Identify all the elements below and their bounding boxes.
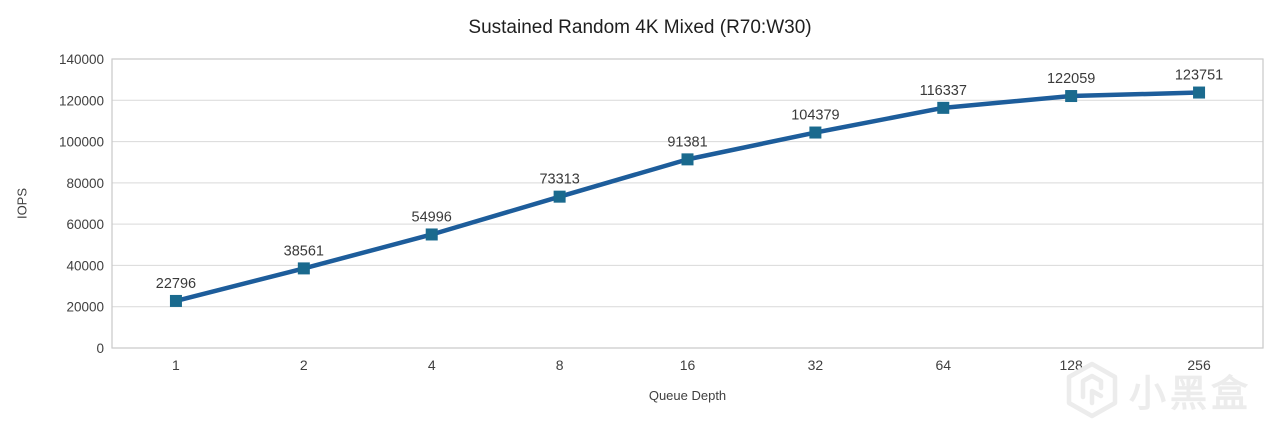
series-line bbox=[173, 90, 1202, 304]
x-tick-label: 1 bbox=[172, 357, 180, 373]
y-tick-label: 40000 bbox=[66, 258, 104, 273]
data-label: 38561 bbox=[284, 243, 324, 259]
data-point-marker bbox=[681, 153, 694, 166]
y-tick-label: 140000 bbox=[59, 52, 104, 67]
data-label: 22796 bbox=[156, 276, 196, 292]
data-point-marker bbox=[1065, 90, 1078, 103]
chart-title: Sustained Random 4K Mixed (R70:W30) bbox=[468, 17, 812, 38]
data-label: 116337 bbox=[920, 83, 967, 99]
data-point-marker bbox=[425, 228, 438, 241]
data-label: 73313 bbox=[539, 172, 579, 188]
y-tick-label: 0 bbox=[96, 341, 104, 356]
data-label: 122059 bbox=[1047, 71, 1095, 87]
data-point-marker bbox=[553, 190, 566, 203]
data-label: 91381 bbox=[667, 134, 707, 150]
x-tick-label: 4 bbox=[428, 357, 436, 373]
data-label: 123751 bbox=[1175, 68, 1223, 84]
plot-border bbox=[111, 58, 1264, 349]
x-tick-label: 256 bbox=[1187, 357, 1211, 373]
data-point-marker bbox=[297, 262, 310, 275]
data-label: 54996 bbox=[412, 209, 452, 225]
data-point-marker bbox=[1193, 86, 1206, 99]
x-tick-label: 64 bbox=[935, 357, 951, 373]
data-point-marker bbox=[937, 101, 950, 114]
x-tick-label: 128 bbox=[1059, 357, 1083, 373]
data-point-marker bbox=[809, 126, 822, 139]
x-tick-label: 2 bbox=[300, 357, 308, 373]
y-tick-label: 20000 bbox=[66, 300, 104, 315]
data-point-marker bbox=[169, 294, 182, 307]
data-label: 104379 bbox=[791, 108, 839, 124]
x-tick-label: 32 bbox=[808, 357, 824, 373]
x-axis-title: Queue Depth bbox=[648, 388, 727, 403]
y-tick-label: 100000 bbox=[59, 135, 104, 150]
x-tick-label: 8 bbox=[556, 357, 564, 373]
y-tick-label: 80000 bbox=[66, 176, 104, 191]
x-tick-label: 16 bbox=[680, 357, 696, 373]
y-tick-label: 60000 bbox=[66, 217, 104, 232]
y-axis-title: IOPS bbox=[14, 187, 30, 220]
y-tick-label: 120000 bbox=[59, 93, 104, 108]
